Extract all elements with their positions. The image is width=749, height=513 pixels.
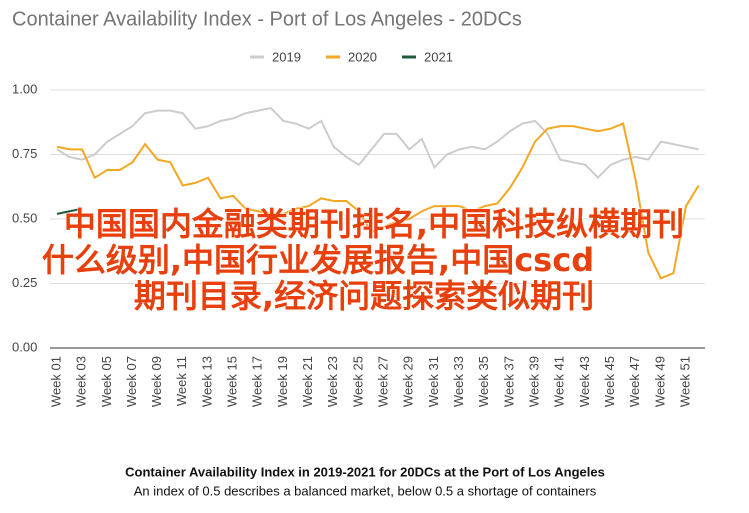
- series-line: [56, 207, 83, 215]
- x-tick-label: Week 05: [99, 356, 114, 407]
- x-tick-label: Week 31: [426, 356, 441, 407]
- x-tick-label: Week 15: [225, 356, 240, 407]
- x-tick-label: Week 37: [501, 356, 516, 407]
- x-tick-label: Week 17: [250, 356, 265, 407]
- x-tick-label: Week 01: [48, 356, 63, 407]
- x-tick-label: Week 27: [376, 356, 391, 407]
- overlay-text: 期刊目录,经济问题探索类似期刊: [134, 277, 594, 315]
- x-tick-label: Week 29: [401, 356, 416, 407]
- x-tick-label: Week 21: [300, 356, 315, 407]
- x-tick-label: Week 47: [627, 356, 642, 407]
- x-tick-label: Week 43: [577, 356, 592, 407]
- legend-label: 2021: [424, 49, 453, 64]
- x-tick-label: Week 25: [350, 356, 365, 407]
- legend-label: 2020: [348, 49, 377, 64]
- y-tick-label: 1.00: [12, 81, 37, 96]
- y-tick-label: 0.00: [12, 339, 37, 354]
- y-tick-label: 0.25: [12, 275, 37, 290]
- x-tick-label: Week 33: [451, 356, 466, 407]
- x-tick-label: Week 07: [124, 356, 139, 407]
- x-tick-label: Week 19: [275, 356, 290, 407]
- x-tick-label: Week 51: [677, 356, 692, 407]
- series-line: [56, 122, 700, 280]
- overlay-text: 什么级别,中国行业发展报告,中国cscd: [42, 241, 594, 279]
- x-tick-label: Week 41: [552, 356, 567, 407]
- overlay-text: 中国国内金融类期刊排名,中国科技纵横期刊: [64, 205, 684, 243]
- x-tick-label: Week 13: [199, 356, 214, 407]
- x-tick-label: Week 11: [174, 356, 189, 406]
- x-tick-label: Week 39: [526, 356, 541, 407]
- legend-label: 2019: [272, 49, 301, 64]
- x-tick-label: Week 03: [74, 356, 89, 407]
- x-tick-label: Week 49: [652, 356, 667, 407]
- chart-title: Container Availability Index - Port of L…: [12, 8, 522, 30]
- y-tick-label: 0.75: [12, 146, 37, 161]
- series-line: [56, 106, 699, 180]
- x-tick-label: Week 45: [602, 356, 617, 407]
- x-tick-label: Week 23: [325, 356, 340, 407]
- x-tick-label: Week 35: [476, 356, 491, 407]
- y-tick-label: 0.50: [12, 210, 37, 225]
- caption: Container Availability Index in 2019-202…: [125, 464, 605, 479]
- x-tick-label: Week 09: [149, 356, 164, 407]
- subcaption: An index of 0.5 describes a balanced mar…: [134, 483, 597, 498]
